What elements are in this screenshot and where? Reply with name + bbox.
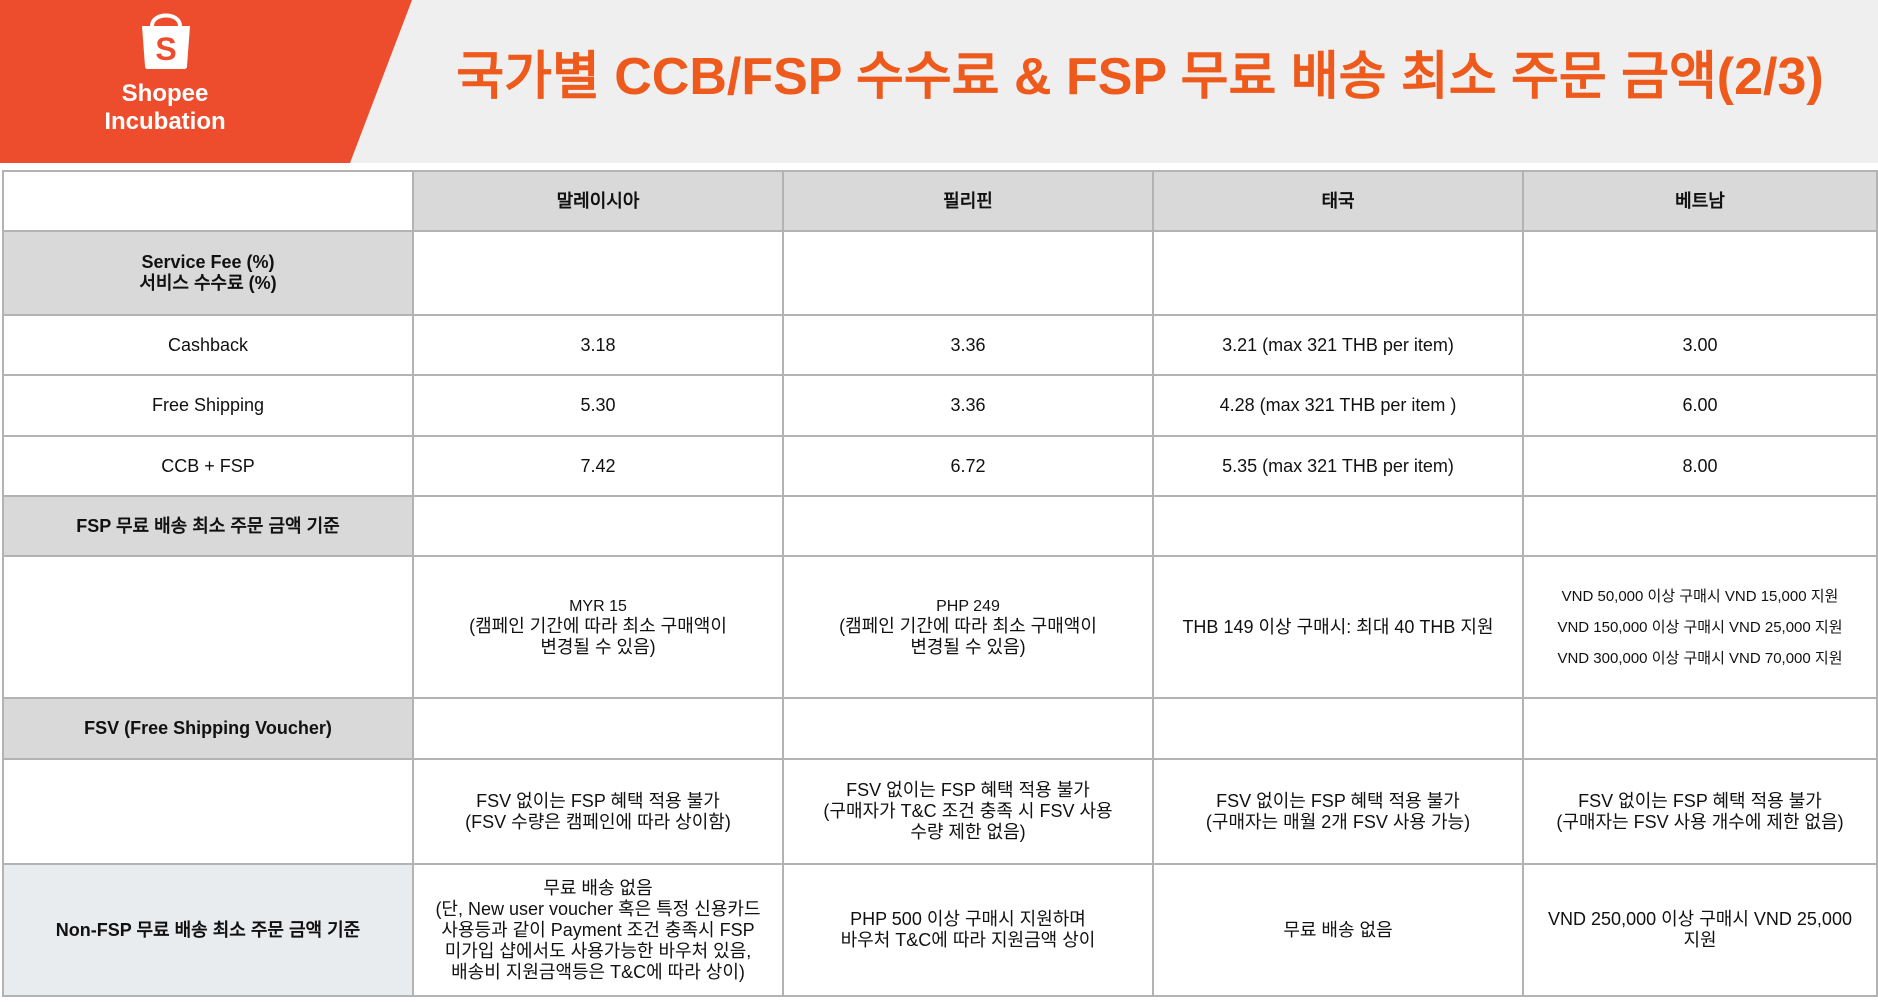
empty-cell [1522,495,1878,557]
shopping-bag-icon: S [142,13,190,69]
non-fsp-vietnam: VND 250,000 이상 구매시 VND 25,000 지원 [1522,863,1878,997]
cashback-vietnam: 3.00 [1522,314,1878,376]
non-fsp-vietnam-line2: 지원 [1683,930,1717,950]
fsp-min-thailand: THB 149 이상 구매시: 최대 40 THB 지원 [1152,555,1524,699]
page-title: 국가별 CCB/FSP 수수료 & FSP 무료 배송 최소 주문 금액(2/3… [456,48,1824,106]
fsv-label: FSV (Free Shipping Voucher) [2,697,414,760]
logo-line-1: Shopee [121,80,209,107]
fsv-values-row: FSV 없이는 FSP 혜택 적용 불가 (FSV 수량은 캠페인에 따라 상이… [2,758,1878,865]
fsp-min-vietnam: VND 50,000 이상 구매시 VND 15,000 지원 VND 150,… [1522,555,1878,699]
fsv-philippines: FSV 없이는 FSP 혜택 적용 불가 (구매자가 T&C 조건 충족 시 F… [782,758,1154,865]
non-fsp-philippines-line2: 바우처 T&C에 따라 지원금액 상이 [840,930,1096,950]
column-header-malaysia: 말레이시아 [412,170,784,232]
non-fsp-philippines-line1: PHP 500 이상 구매시 지원하며 [850,909,1086,929]
empty-cell [2,758,414,865]
ccb-fsp-vietnam: 8.00 [1522,435,1878,497]
logo-text: Shopee Incubation [95,80,235,136]
cashback-label: Cashback [2,314,414,376]
fsp-min-vietnam-tier1: VND 50,000 이상 구매시 VND 15,000 지원 [1561,587,1839,605]
fsv-thailand: FSV 없이는 FSP 혜택 적용 불가 (구매자는 매월 2개 FSV 사용 … [1152,758,1524,865]
fsp-min-values-row: MYR 15 (캠페인 기간에 따라 최소 구매액이 변경될 수 있음) PHP… [2,555,1878,699]
fsv-philippines-line1: FSV 없이는 FSP 혜택 적용 불가 [846,780,1090,800]
ccb-fsp-malaysia: 7.42 [412,435,784,497]
empty-cell [1152,230,1524,316]
fsp-min-vietnam-tier2: VND 150,000 이상 구매시 VND 25,000 지원 [1557,618,1843,636]
free-shipping-row: Free Shipping 5.30 3.36 4.28 (max 321 TH… [2,374,1878,437]
fsv-vietnam-line2: (구매자는 FSV 사용 개수에 제한 없음) [1556,811,1844,832]
free-shipping-label: Free Shipping [2,374,414,437]
fsv-thailand-line2: (구매자는 매월 2개 FSV 사용 가능) [1205,811,1471,832]
empty-cell [1152,495,1524,557]
service-fee-label: Service Fee (%) 서비스 수수료 (%) [2,230,414,316]
fsv-philippines-line2: (구매자가 T&C 조건 충족 시 FSV 사용 [823,801,1113,821]
empty-cell [412,697,784,760]
non-fsp-vietnam-line1: VND 250,000 이상 구매시 VND 25,000 [1548,909,1852,929]
svg-text:S: S [155,31,176,67]
fsv-vietnam-line1: FSV 없이는 FSP 혜택 적용 불가 [1578,790,1822,811]
non-fsp-malaysia-line3: 사용등과 같이 Payment 조건 충족시 FSP [441,919,755,940]
fsp-min-header-row: FSP 무료 배송 최소 주문 금액 기준 [2,495,1878,557]
fsp-min-philippines-line2: (캠페인 기간에 따라 최소 구매액이 [839,615,1097,636]
fsp-min-label: FSP 무료 배송 최소 주문 금액 기준 [2,495,414,557]
fsv-vietnam: FSV 없이는 FSP 혜택 적용 불가 (구매자는 FSV 사용 개수에 제한… [1522,758,1878,865]
empty-cell [782,495,1154,557]
fsp-min-philippines: PHP 249 (캠페인 기간에 따라 최소 구매액이 변경될 수 있음) [782,555,1154,699]
cashback-philippines: 3.36 [782,314,1154,376]
fee-table: 말레이시아 필리핀 태국 베트남 Service Fee (%) 서비스 수수료… [2,170,1878,997]
header-empty [2,170,414,232]
non-fsp-malaysia-line2: (단, New user voucher 혹은 특정 신용카드 [435,898,761,919]
non-fsp-row: Non-FSP 무료 배송 최소 주문 금액 기준 무료 배송 없음 (단, N… [2,863,1878,997]
table-header-row: 말레이시아 필리핀 태국 베트남 [2,170,1878,232]
non-fsp-thailand: 무료 배송 없음 [1152,863,1524,997]
non-fsp-malaysia-line1: 무료 배송 없음 [543,877,653,898]
fsv-header-row: FSV (Free Shipping Voucher) [2,697,1878,760]
free-shipping-malaysia: 5.30 [412,374,784,437]
empty-cell [2,555,414,699]
fsp-min-philippines-line1: PHP 249 [936,597,1000,615]
fsv-philippines-line3: 수량 제한 없음) [910,822,1026,842]
non-fsp-malaysia-line4: 미가입 샵에서도 사용가능한 바우처 있음, [444,940,752,961]
service-fee-label-en: Service Fee (%) [141,252,275,272]
fsp-min-malaysia-line3: 변경될 수 있음) [540,636,656,657]
fsp-min-malaysia: MYR 15 (캠페인 기간에 따라 최소 구매액이 변경될 수 있음) [412,555,784,699]
empty-cell [1522,230,1878,316]
non-fsp-label: Non-FSP 무료 배송 최소 주문 금액 기준 [2,863,414,997]
free-shipping-thailand: 4.28 (max 321 THB per item ) [1152,374,1524,437]
cashback-row: Cashback 3.18 3.36 3.21 (max 321 THB per… [2,314,1878,376]
non-fsp-malaysia-line5: 배송비 지원금액등은 T&C에 따라 상이) [451,961,745,982]
logo-line-2: Incubation [104,108,226,135]
logo-panel: S Shopee Incubation [0,0,412,163]
fsp-min-malaysia-line2: (캠페인 기간에 따라 최소 구매액이 [469,615,727,636]
cashback-thailand: 3.21 (max 321 THB per item) [1152,314,1524,376]
service-fee-label-ko: 서비스 수수료 (%) [139,273,277,293]
column-header-vietnam: 베트남 [1522,170,1878,232]
empty-cell [412,230,784,316]
non-fsp-philippines: PHP 500 이상 구매시 지원하며 바우처 T&C에 따라 지원금액 상이 [782,863,1154,997]
empty-cell [782,697,1154,760]
fsv-thailand-line1: FSV 없이는 FSP 혜택 적용 불가 [1216,790,1460,811]
free-shipping-vietnam: 6.00 [1522,374,1878,437]
empty-cell [1152,697,1524,760]
fsp-min-philippines-line3: 변경될 수 있음) [910,636,1026,657]
empty-cell [412,495,784,557]
cashback-malaysia: 3.18 [412,314,784,376]
ccb-fsp-philippines: 6.72 [782,435,1154,497]
fsp-min-vietnam-tier3: VND 300,000 이상 구매시 VND 70,000 지원 [1557,649,1843,667]
fsp-min-malaysia-line1: MYR 15 [569,597,627,615]
ccb-fsp-label: CCB + FSP [2,435,414,497]
ccb-fsp-thailand: 5.35 (max 321 THB per item) [1152,435,1524,497]
empty-cell [1522,697,1878,760]
fsv-malaysia-line1: FSV 없이는 FSP 혜택 적용 불가 [476,790,720,811]
service-fee-row: Service Fee (%) 서비스 수수료 (%) [2,230,1878,316]
column-header-philippines: 필리핀 [782,170,1154,232]
fsv-malaysia-line2: (FSV 수량은 캠페인에 따라 상이함) [465,811,731,832]
fsv-malaysia: FSV 없이는 FSP 혜택 적용 불가 (FSV 수량은 캠페인에 따라 상이… [412,758,784,865]
empty-cell [782,230,1154,316]
free-shipping-philippines: 3.36 [782,374,1154,437]
ccb-fsp-row: CCB + FSP 7.42 6.72 5.35 (max 321 THB pe… [2,435,1878,497]
column-header-thailand: 태국 [1152,170,1524,232]
non-fsp-malaysia: 무료 배송 없음 (단, New user voucher 혹은 특정 신용카드… [412,863,784,997]
